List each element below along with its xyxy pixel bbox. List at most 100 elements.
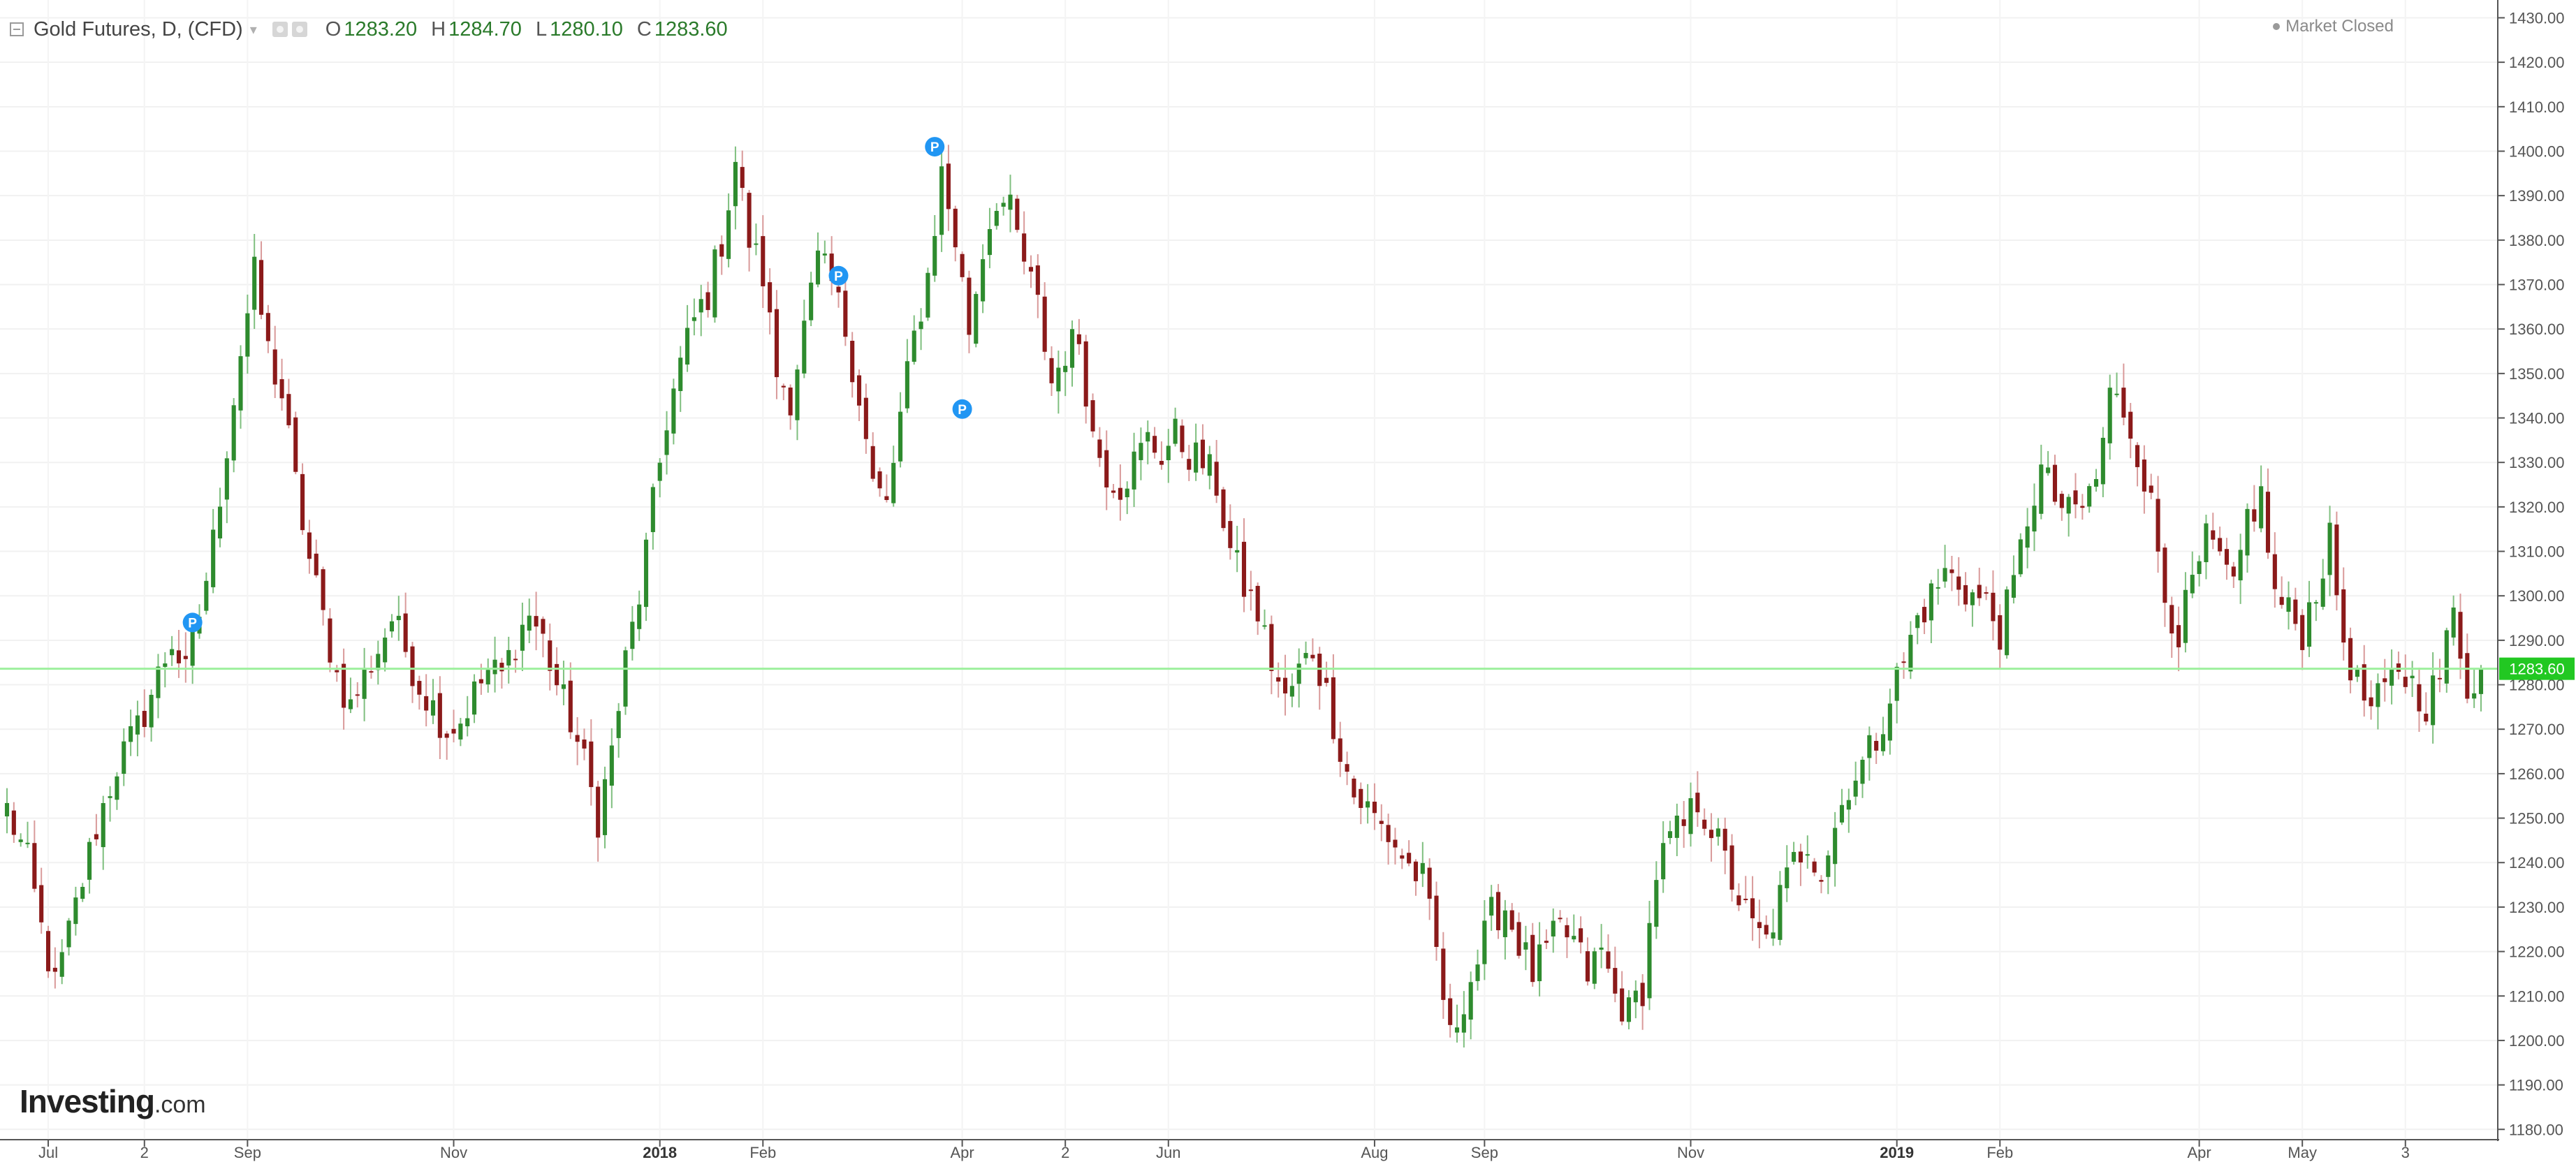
settings-icon[interactable]: [272, 22, 288, 37]
candle-body: [2279, 596, 2284, 605]
candle-body: [829, 253, 834, 281]
chevron-down-icon[interactable]: ▾: [249, 22, 257, 38]
candle: [2334, 511, 2339, 611]
event-markers: P P P P: [182, 137, 972, 633]
candle: [1839, 788, 1845, 825]
candle-body: [1118, 487, 1122, 500]
candle: [2204, 515, 2209, 580]
candle-body: [541, 619, 546, 634]
candle-body: [2059, 494, 2064, 508]
symbol-title[interactable]: Gold Futures, D, (CFD): [34, 17, 243, 41]
candle-body: [596, 786, 601, 838]
candle: [2142, 445, 2146, 514]
candle-body: [2245, 508, 2250, 556]
x-tick-label: Sep: [1471, 1144, 1498, 1161]
p-marker-icon[interactable]: P: [925, 137, 945, 157]
candle-body: [1839, 804, 1845, 823]
candle-body: [1620, 988, 1625, 1022]
candle: [1366, 784, 1370, 824]
candle: [417, 675, 422, 710]
collapse-square-icon[interactable]: [10, 22, 24, 36]
p-marker-icon[interactable]: P: [182, 612, 203, 633]
candle-body: [170, 649, 175, 656]
candle-body: [1269, 624, 1274, 671]
candle: [1626, 990, 1632, 1030]
candle: [932, 214, 937, 282]
candle-body: [1262, 625, 1267, 627]
candle: [1922, 598, 1927, 634]
candle-body: [2080, 506, 2085, 508]
candle: [602, 766, 608, 848]
investing-logo[interactable]: Investing.com: [20, 1082, 206, 1120]
candle: [698, 284, 703, 337]
settings-icon[interactable]: [291, 22, 307, 37]
candle-body: [2417, 684, 2422, 712]
logo-brand: Investing: [20, 1083, 155, 1119]
candle: [265, 304, 270, 353]
candle-body: [836, 286, 841, 293]
x-tick-label: Aug: [1361, 1144, 1388, 1161]
candle: [1083, 334, 1088, 424]
candle-body: [788, 387, 793, 416]
time-axis[interactable]: Jul 2 Sep Nov 2018 Feb Apr 2 Jun Aug Sep Nov 2019 Feb…: [38, 1140, 2410, 1161]
p-marker-icon[interactable]: P: [952, 399, 972, 419]
candle-body: [430, 700, 436, 716]
candle: [1715, 818, 1720, 846]
candle-body: [369, 671, 374, 673]
candle: [1523, 925, 1528, 971]
candle: [1620, 971, 1625, 1026]
candle: [1812, 858, 1817, 876]
candle-body: [561, 684, 566, 689]
candle: [829, 236, 834, 295]
p-marker-icon[interactable]: P: [828, 265, 849, 286]
candle: [1413, 859, 1419, 896]
candle-body: [2383, 678, 2387, 682]
candle-body: [2093, 479, 2099, 487]
candle-body: [80, 887, 85, 899]
candle-body: [2451, 607, 2456, 638]
candle-body: [1579, 928, 1583, 943]
candle: [2451, 595, 2456, 646]
candle-body: [513, 659, 518, 661]
candle: [451, 710, 456, 743]
candle-body: [2018, 539, 2023, 575]
candle-body: [1448, 998, 1453, 1025]
candle-body: [520, 624, 525, 651]
candle: [650, 483, 655, 550]
price-axis[interactable]: 1180.00 1190.00 1200.00 1210.00 1220.00 1230.…: [2498, 9, 2565, 1138]
candle: [1585, 937, 1590, 986]
candle: [163, 652, 168, 688]
candle: [492, 636, 497, 693]
candle-body: [1599, 947, 1604, 950]
candle-body: [2478, 668, 2484, 694]
candle-body: [802, 321, 807, 374]
candle: [39, 867, 44, 934]
candle-body: [1647, 922, 1652, 999]
candle-body: [1180, 425, 1185, 453]
candle-body: [1407, 853, 1412, 864]
marker-circle: [952, 399, 972, 419]
candle: [925, 267, 930, 321]
candle: [946, 145, 951, 231]
candle: [1228, 504, 1233, 560]
candle: [2431, 652, 2436, 744]
candle: [1159, 441, 1164, 470]
candle-body: [1867, 735, 1872, 758]
candle-body: [1661, 843, 1666, 880]
candle-body: [2390, 669, 2394, 686]
candle-body: [293, 417, 298, 472]
candle-body: [733, 161, 738, 207]
candle: [1166, 429, 1171, 483]
candle: [2272, 532, 2277, 608]
candle: [795, 365, 800, 441]
candle-body: [307, 532, 312, 559]
candle: [307, 520, 312, 574]
y-tick-label: 1310.00: [2509, 543, 2565, 561]
candle: [1833, 811, 1838, 887]
y-tick-label: 1290.00: [2509, 632, 2565, 649]
candle-body: [685, 328, 690, 365]
candle: [1688, 782, 1693, 847]
candle: [1235, 525, 1240, 573]
candle: [912, 315, 916, 365]
